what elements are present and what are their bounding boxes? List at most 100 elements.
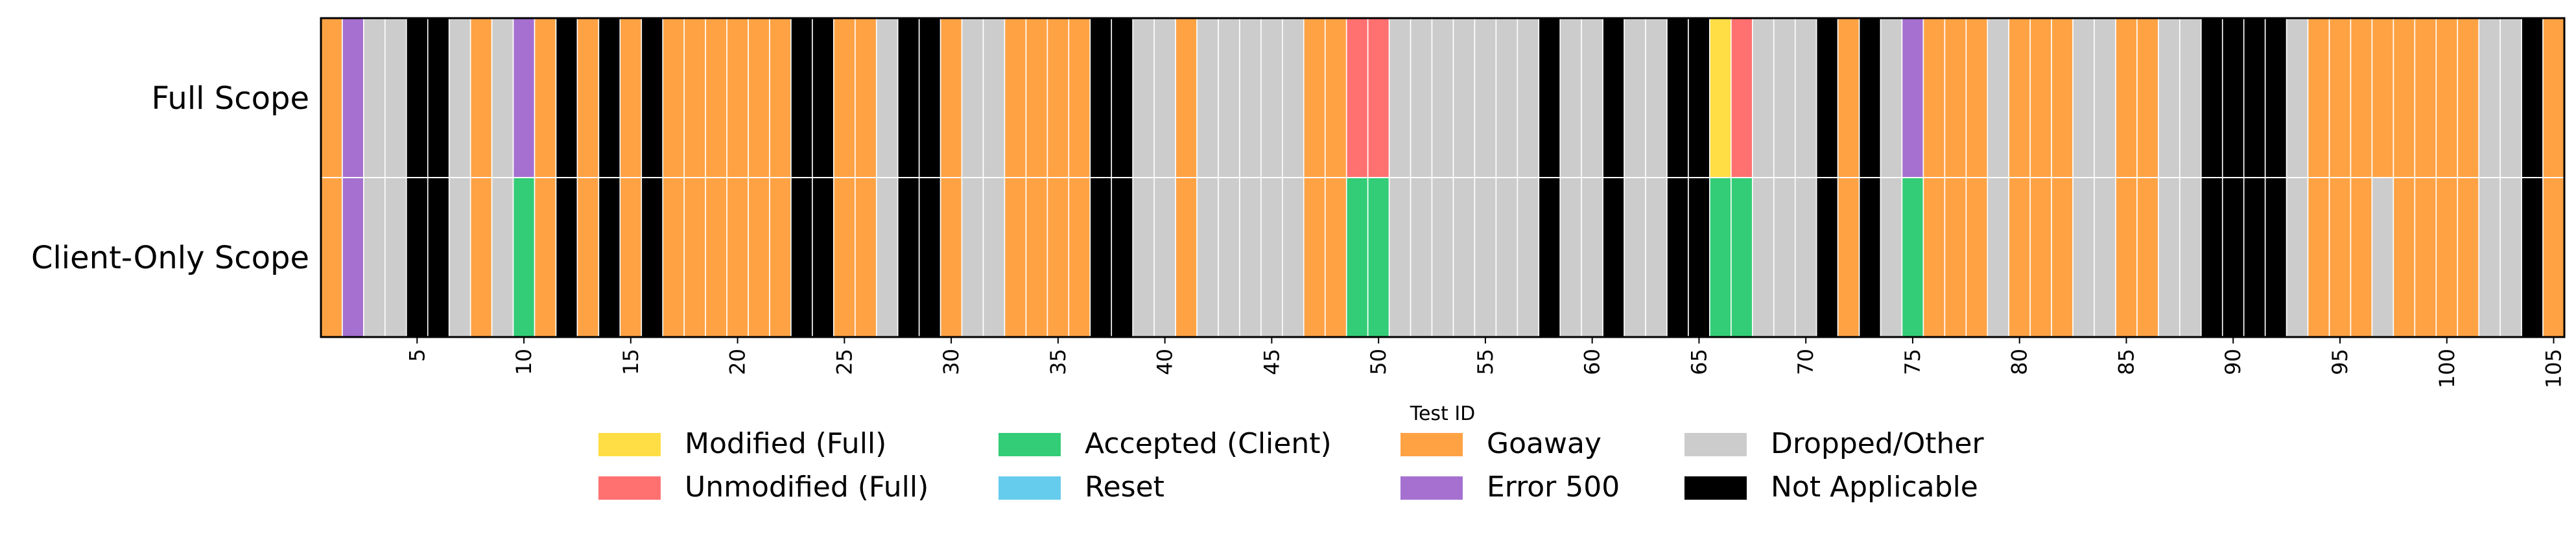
heatmap-cell	[1153, 17, 1176, 178]
heatmap-cell	[2478, 17, 2501, 178]
heatmap-cell	[1688, 17, 1710, 178]
x-tick-label: 60	[1580, 349, 1605, 375]
heatmap-cell	[427, 17, 450, 178]
heatmap-cell	[2221, 177, 2245, 338]
heatmap-cell	[1752, 17, 1775, 178]
heatmap-cell	[2115, 177, 2138, 338]
heatmap-cell	[491, 177, 514, 338]
heatmap-cell	[427, 177, 450, 338]
heatmap-cell	[2029, 17, 2052, 178]
heatmap-cell	[469, 177, 493, 338]
heatmap-cell	[2264, 177, 2287, 338]
heatmap-cell	[1709, 17, 1732, 178]
heatmap-cell	[534, 17, 557, 178]
heatmap-cell	[1260, 17, 1283, 178]
legend: Modified (Full) Unmodified (Full) Accepted…	[598, 427, 1984, 504]
heatmap-cell	[2158, 17, 2180, 178]
heatmap-cell	[982, 17, 1006, 178]
heatmap-cell	[2542, 17, 2565, 178]
heatmap-cell	[2179, 177, 2202, 338]
heatmap-cell	[1089, 17, 1113, 178]
heatmap-cell	[1666, 177, 1689, 338]
heatmap-cell	[2072, 17, 2095, 178]
heatmap-cell	[1922, 17, 1946, 178]
legend-swatch	[598, 433, 661, 456]
heatmap-cell	[2371, 17, 2394, 178]
heatmap-cell	[2029, 177, 2052, 338]
heatmap-cell	[897, 17, 920, 178]
heatmap-cell	[812, 177, 834, 338]
heatmap-cell	[1282, 177, 1305, 338]
x-tick-label: 20	[726, 349, 750, 375]
heatmap-cell	[1111, 17, 1133, 178]
legend-label: Not Applicable	[1771, 471, 1978, 504]
heatmap-cell	[2328, 17, 2352, 178]
legend-swatch	[998, 433, 1061, 456]
heatmap-cell	[1581, 177, 1603, 338]
legend-label: Dropped/Other	[1771, 427, 1984, 460]
heatmap-cell	[1218, 17, 1240, 178]
heatmap-cell	[342, 177, 364, 338]
heatmap-cells	[320, 17, 2565, 338]
heatmap-cell	[1901, 17, 1924, 178]
heatmap-cell	[790, 17, 813, 178]
x-tick-label: 65	[1686, 349, 1711, 375]
heatmap-cell	[1452, 177, 1476, 338]
heatmap-cell	[1388, 17, 1412, 178]
heatmap-cell	[1624, 177, 1646, 338]
heatmap-cell	[1581, 17, 1603, 178]
heatmap-cell	[2115, 17, 2138, 178]
heatmap-cell	[2136, 177, 2159, 338]
heatmap-cell	[2094, 177, 2116, 338]
heatmap-cell	[1858, 177, 1882, 338]
legend-swatch	[598, 476, 661, 500]
heatmap-cell	[1089, 177, 1113, 338]
heatmap-cell	[1068, 177, 1091, 338]
heatmap-cell	[1431, 177, 1454, 338]
heatmap-cell	[1624, 17, 1646, 178]
heatmap-cell	[363, 17, 386, 178]
heatmap-cell	[1837, 17, 1860, 178]
legend-swatch	[1400, 433, 1463, 456]
heatmap-cell	[790, 177, 813, 338]
heatmap-cell	[662, 17, 685, 178]
heatmap-cell	[2072, 177, 2095, 338]
heatmap-cell	[1965, 177, 1989, 338]
heatmap-cell	[812, 17, 834, 178]
heatmap-cell	[448, 17, 471, 178]
heatmap-cell	[2008, 17, 2031, 178]
heatmap-cell	[982, 177, 1006, 338]
heatmap-cell	[1922, 177, 1946, 338]
heatmap-cell	[1495, 177, 1518, 338]
heatmap-cell	[705, 17, 727, 178]
heatmap-cell	[2094, 17, 2116, 178]
heatmap-cell	[2158, 177, 2180, 338]
x-tick-label: 45	[1259, 349, 1284, 375]
heatmap-cell	[1046, 177, 1070, 338]
heatmap-cell	[598, 177, 621, 338]
heatmap-cell	[2243, 17, 2266, 178]
legend-label: Reset	[1085, 471, 1164, 504]
x-tick-label: 70	[1793, 349, 1818, 375]
heatmap-cell	[1388, 177, 1412, 338]
heatmap-cell	[1666, 17, 1689, 178]
heatmap-cell	[1880, 177, 1903, 338]
heatmap-cell	[1752, 177, 1775, 338]
heatmap-cell	[769, 17, 792, 178]
heatmap-cell	[855, 177, 877, 338]
heatmap-cell	[1645, 17, 1668, 178]
heatmap-cell	[469, 17, 493, 178]
legend-label: Error 500	[1487, 471, 1620, 504]
x-tick-label: 105	[2542, 349, 2566, 388]
heatmap-cell	[2478, 177, 2501, 338]
heatmap-cell	[2307, 177, 2330, 338]
heatmap-cell	[1345, 17, 1369, 178]
heatmap-cell	[1538, 177, 1561, 338]
heatmap-cell	[2457, 17, 2479, 178]
heatmap-cell	[320, 177, 343, 338]
heatmap-cell	[512, 177, 536, 338]
heatmap-cell	[1517, 177, 1540, 338]
x-tick-label: 10	[512, 349, 536, 375]
x-tick-label: 80	[2007, 349, 2032, 375]
heatmap-cell	[1452, 17, 1476, 178]
